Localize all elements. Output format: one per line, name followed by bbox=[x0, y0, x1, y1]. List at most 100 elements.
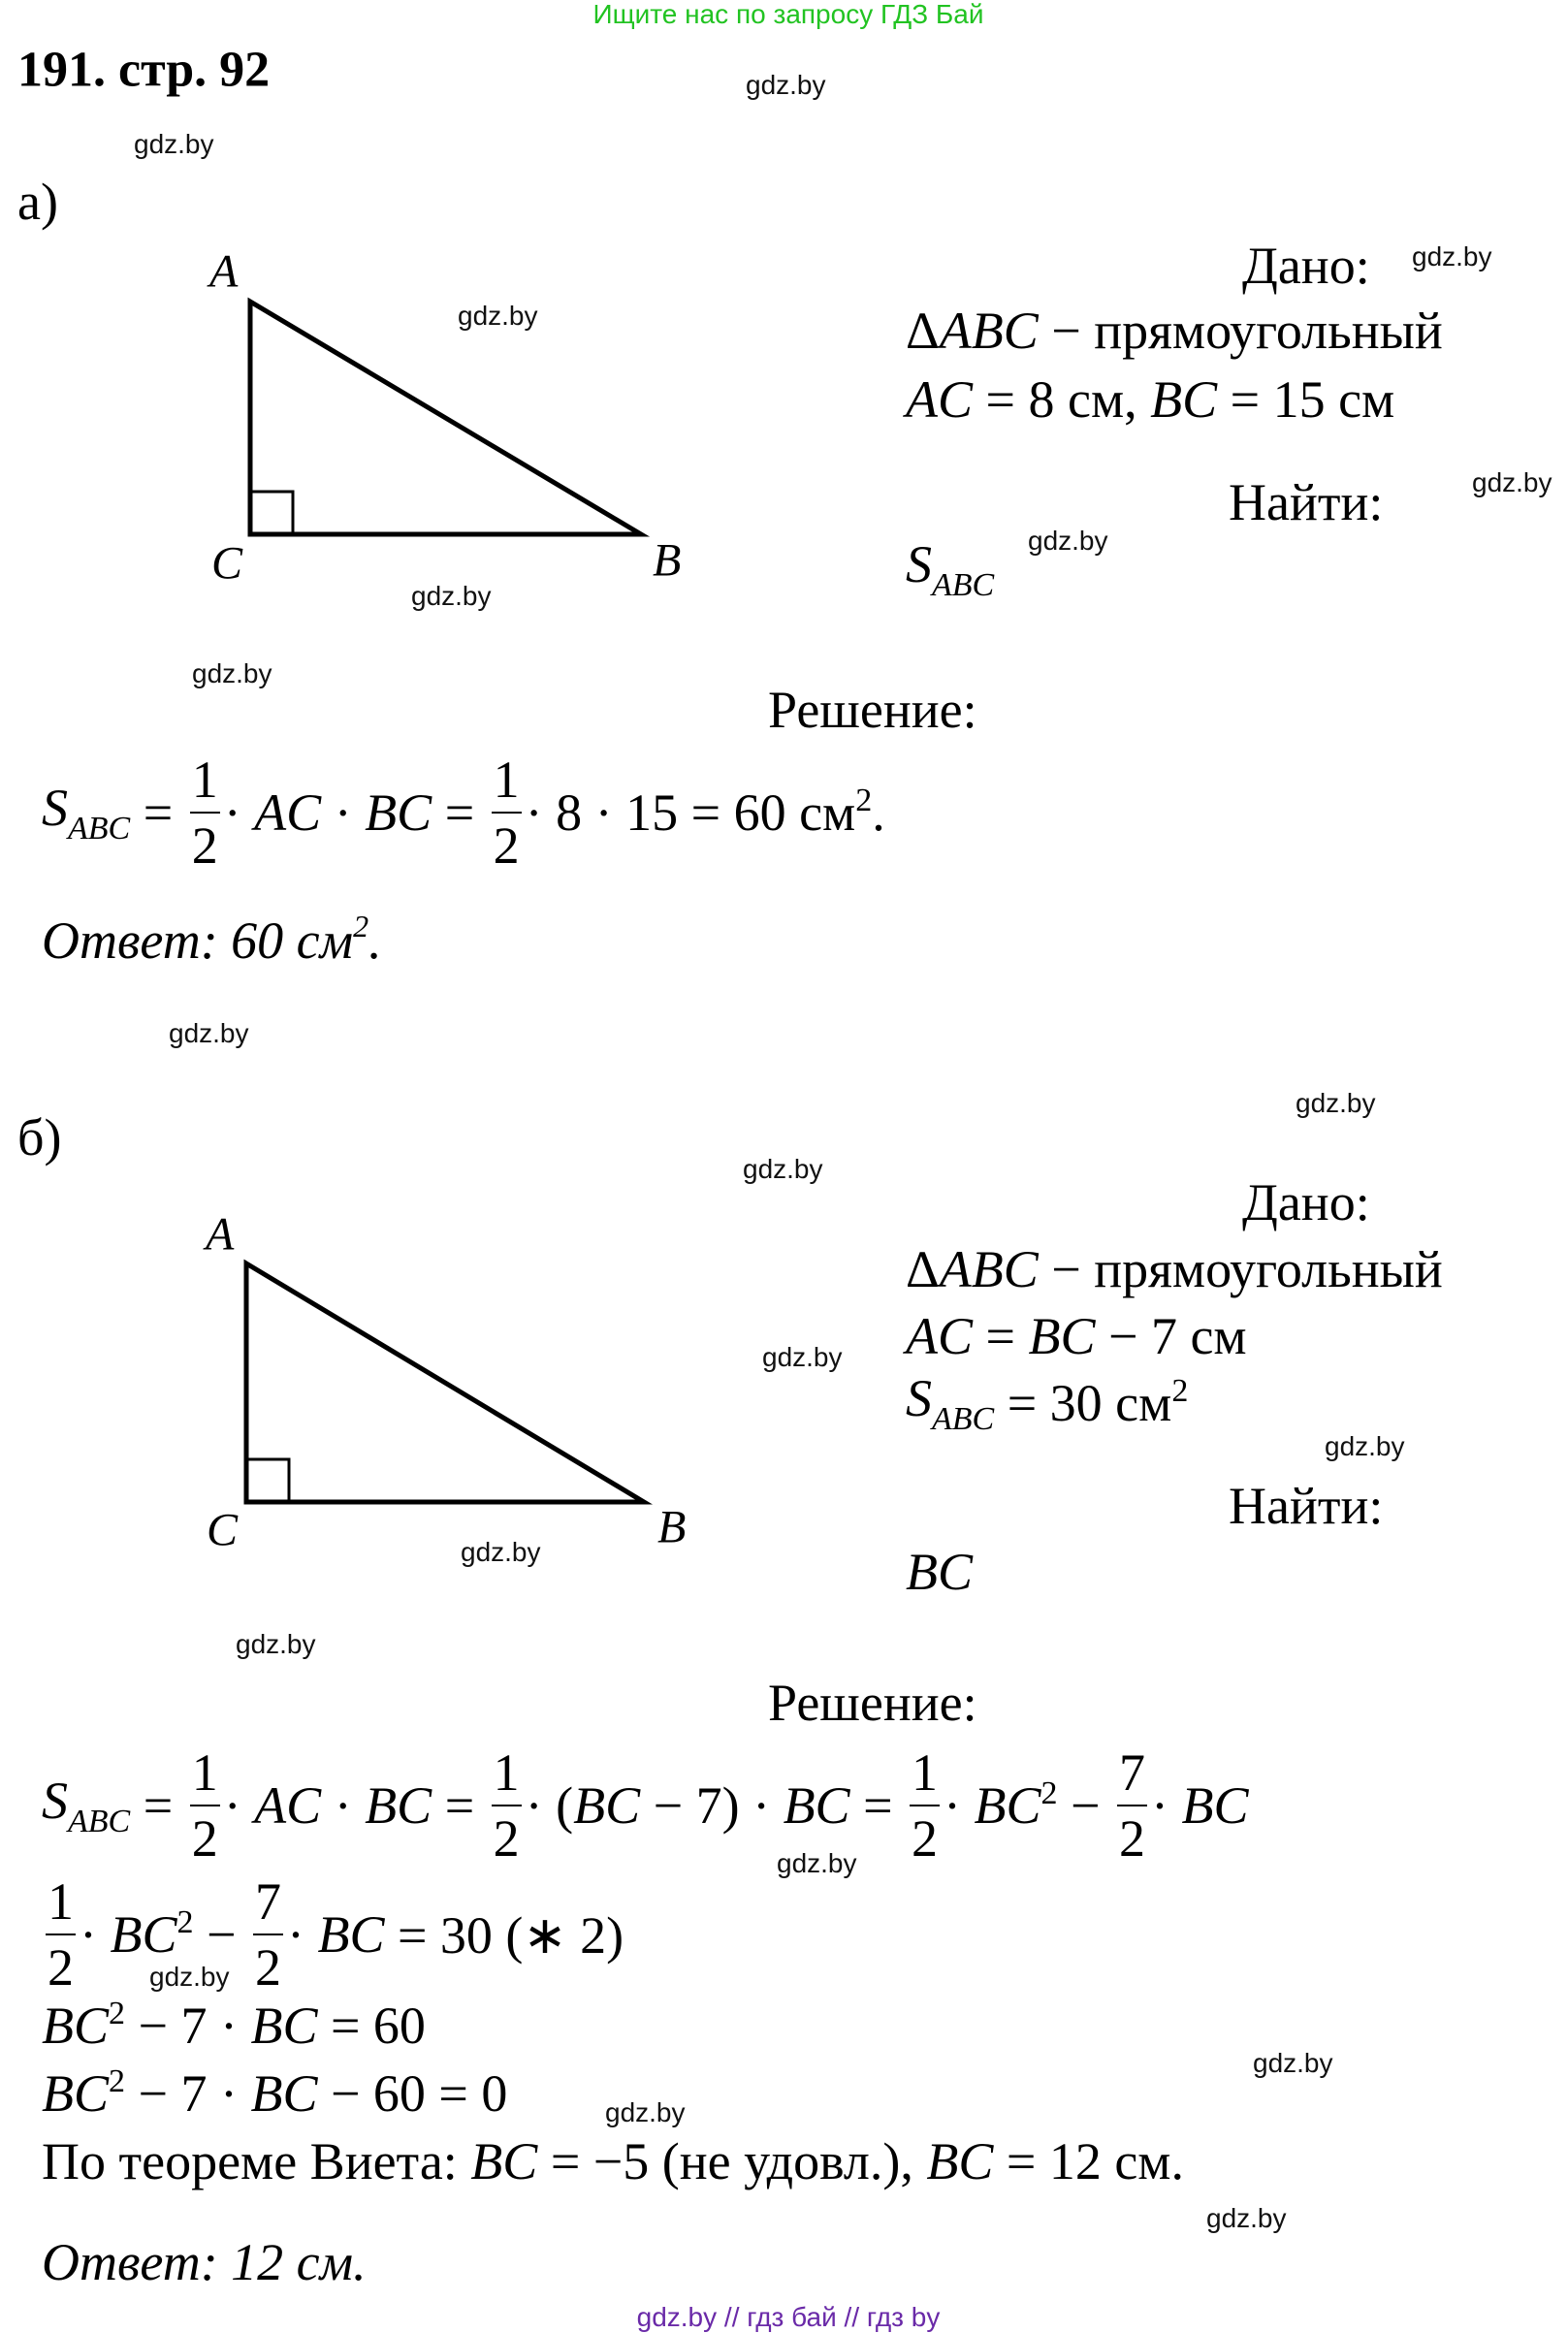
math-term: По теореме Виета: bbox=[42, 2131, 470, 2191]
math-term: − bbox=[194, 1904, 249, 1965]
math-term: = bbox=[130, 783, 185, 843]
math-variable: AC bbox=[906, 370, 974, 429]
math-term: · bbox=[80, 1904, 110, 1965]
watermark: gdz.by bbox=[192, 658, 272, 688]
right-angle-marker-b bbox=[244, 1457, 291, 1504]
math-text: · ( bbox=[525, 1776, 574, 1835]
watermark: gdz.by bbox=[134, 129, 214, 159]
math-term: BC bbox=[906, 1542, 973, 1602]
watermark: gdz.by bbox=[169, 1018, 249, 1048]
math-term: − 7 · bbox=[125, 2063, 250, 2124]
search-banner: Ищите нас по запросу ГДЗ Бай bbox=[592, 0, 984, 29]
math-variable: S bbox=[42, 779, 68, 837]
answer-a-text: Ответ: 60 см bbox=[42, 911, 354, 970]
math-term: · bbox=[287, 1904, 317, 1965]
math-term: · bbox=[321, 783, 365, 843]
math-term: BC bbox=[250, 1996, 317, 2056]
vertex-a-label: A bbox=[209, 245, 239, 298]
fraction-numerator: 1 bbox=[189, 1746, 220, 1806]
vertex-b-label: B bbox=[653, 534, 682, 587]
math-text: − 60 = 0 bbox=[317, 2064, 508, 2123]
math-text: · bbox=[1151, 1776, 1182, 1835]
watermark: gdz.by bbox=[1412, 241, 1492, 272]
watermark: gdz.by bbox=[1206, 2203, 1287, 2233]
solution-line-b: BC2 − 7 · BC = 60 bbox=[42, 1996, 426, 2056]
math-variable: AC bbox=[906, 1307, 974, 1365]
math-term: = bbox=[130, 1775, 185, 1836]
part-a-label: а) bbox=[17, 173, 58, 231]
math-text: = 30 см bbox=[994, 1374, 1172, 1432]
math-variable: BC bbox=[1181, 1776, 1249, 1835]
math-term: ABC bbox=[940, 1239, 1039, 1299]
math-term: BC bbox=[1028, 1306, 1095, 1366]
answer-a-sup: 2 bbox=[353, 909, 369, 943]
fraction-numerator: 1 bbox=[491, 753, 522, 814]
math-variable: S bbox=[42, 1772, 68, 1830]
math-superscript: 2 bbox=[1171, 1373, 1189, 1409]
math-term: BC bbox=[926, 2131, 993, 2191]
math-term: − 7 · bbox=[125, 1996, 250, 2056]
solution-line-b: По теореме Виета: BC = −5 (не удовл.), B… bbox=[42, 2131, 1184, 2191]
watermark: gdz.by bbox=[1028, 526, 1108, 556]
math-text: = bbox=[130, 783, 186, 842]
fraction-denominator: 2 bbox=[191, 1809, 218, 1868]
math-subscript: ABC bbox=[68, 811, 131, 847]
math-term: − прямоугольный bbox=[1039, 301, 1443, 361]
math-term: BC bbox=[250, 2063, 317, 2124]
math-term: Δ bbox=[906, 301, 940, 361]
math-variable: AC bbox=[254, 783, 322, 842]
math-text: Δ bbox=[906, 302, 940, 360]
math-term: . bbox=[872, 783, 885, 843]
math-term: BC bbox=[1182, 1775, 1249, 1836]
find-heading-a: Найти: bbox=[1229, 473, 1384, 531]
math-variable: BC bbox=[926, 2132, 994, 2190]
math-text: · bbox=[80, 1905, 111, 1964]
math-term: AC bbox=[254, 783, 321, 843]
watermark: gdz.by bbox=[458, 301, 538, 331]
math-term: − прямоугольный bbox=[1039, 1239, 1443, 1299]
solution-formula-a: SABC = 1 2 · AC · BC = 1 2 · 8 · 15 = 60 см2… bbox=[42, 753, 885, 872]
math-variable: BC bbox=[250, 1997, 318, 2055]
answer-a: Ответ: 60 см2. bbox=[42, 909, 382, 971]
math-term: · bbox=[224, 783, 254, 843]
footer-links[interactable]: gdz.by // гдз бай // гдз by bbox=[636, 2302, 941, 2332]
math-text: . bbox=[872, 783, 885, 842]
math-term: ABC bbox=[940, 301, 1039, 361]
math-text: · bbox=[286, 1905, 318, 1964]
fraction-numerator: 1 bbox=[189, 753, 220, 814]
fraction-denominator: 2 bbox=[493, 816, 520, 875]
triangle-a-outline bbox=[247, 297, 651, 537]
math-term: SABC bbox=[906, 534, 994, 604]
watermark: gdz.by bbox=[746, 70, 826, 100]
math-term: SABC bbox=[42, 778, 130, 847]
math-variable: BC bbox=[906, 1543, 974, 1601]
triangle-a bbox=[247, 297, 651, 537]
math-text: − 7 см bbox=[1095, 1307, 1247, 1365]
math-text: = 60 bbox=[317, 1997, 426, 2055]
math-text: · bbox=[223, 1776, 255, 1835]
math-text: · 8 · 15 = 60 см bbox=[525, 783, 856, 842]
math-term: BC bbox=[573, 1775, 640, 1836]
math-term: = 60 bbox=[317, 1996, 426, 2056]
vertex-c-label: C bbox=[207, 1504, 239, 1556]
given-line-b: SABC = 30 см2 bbox=[906, 1368, 1188, 1438]
math-term: − 7 см bbox=[1096, 1306, 1247, 1366]
math-superscript: 2 bbox=[109, 2063, 126, 2099]
watermark: gdz.by bbox=[1253, 2048, 1333, 2078]
math-variable: BC bbox=[42, 1997, 110, 2055]
math-term: = 30 (∗ 2) bbox=[384, 1904, 624, 1965]
vertex-a-label: A bbox=[206, 1208, 235, 1261]
math-term: · bbox=[321, 1775, 365, 1836]
math-variable: S bbox=[906, 1369, 932, 1427]
math-text: − bbox=[193, 1905, 249, 1964]
math-term: = 15 см bbox=[1217, 369, 1395, 430]
math-text: = bbox=[432, 783, 488, 842]
math-variable: ABC bbox=[939, 302, 1039, 360]
math-term: − 7) · bbox=[640, 1775, 783, 1836]
given-line-a: Δ ABC − прямоугольный bbox=[906, 301, 1443, 361]
